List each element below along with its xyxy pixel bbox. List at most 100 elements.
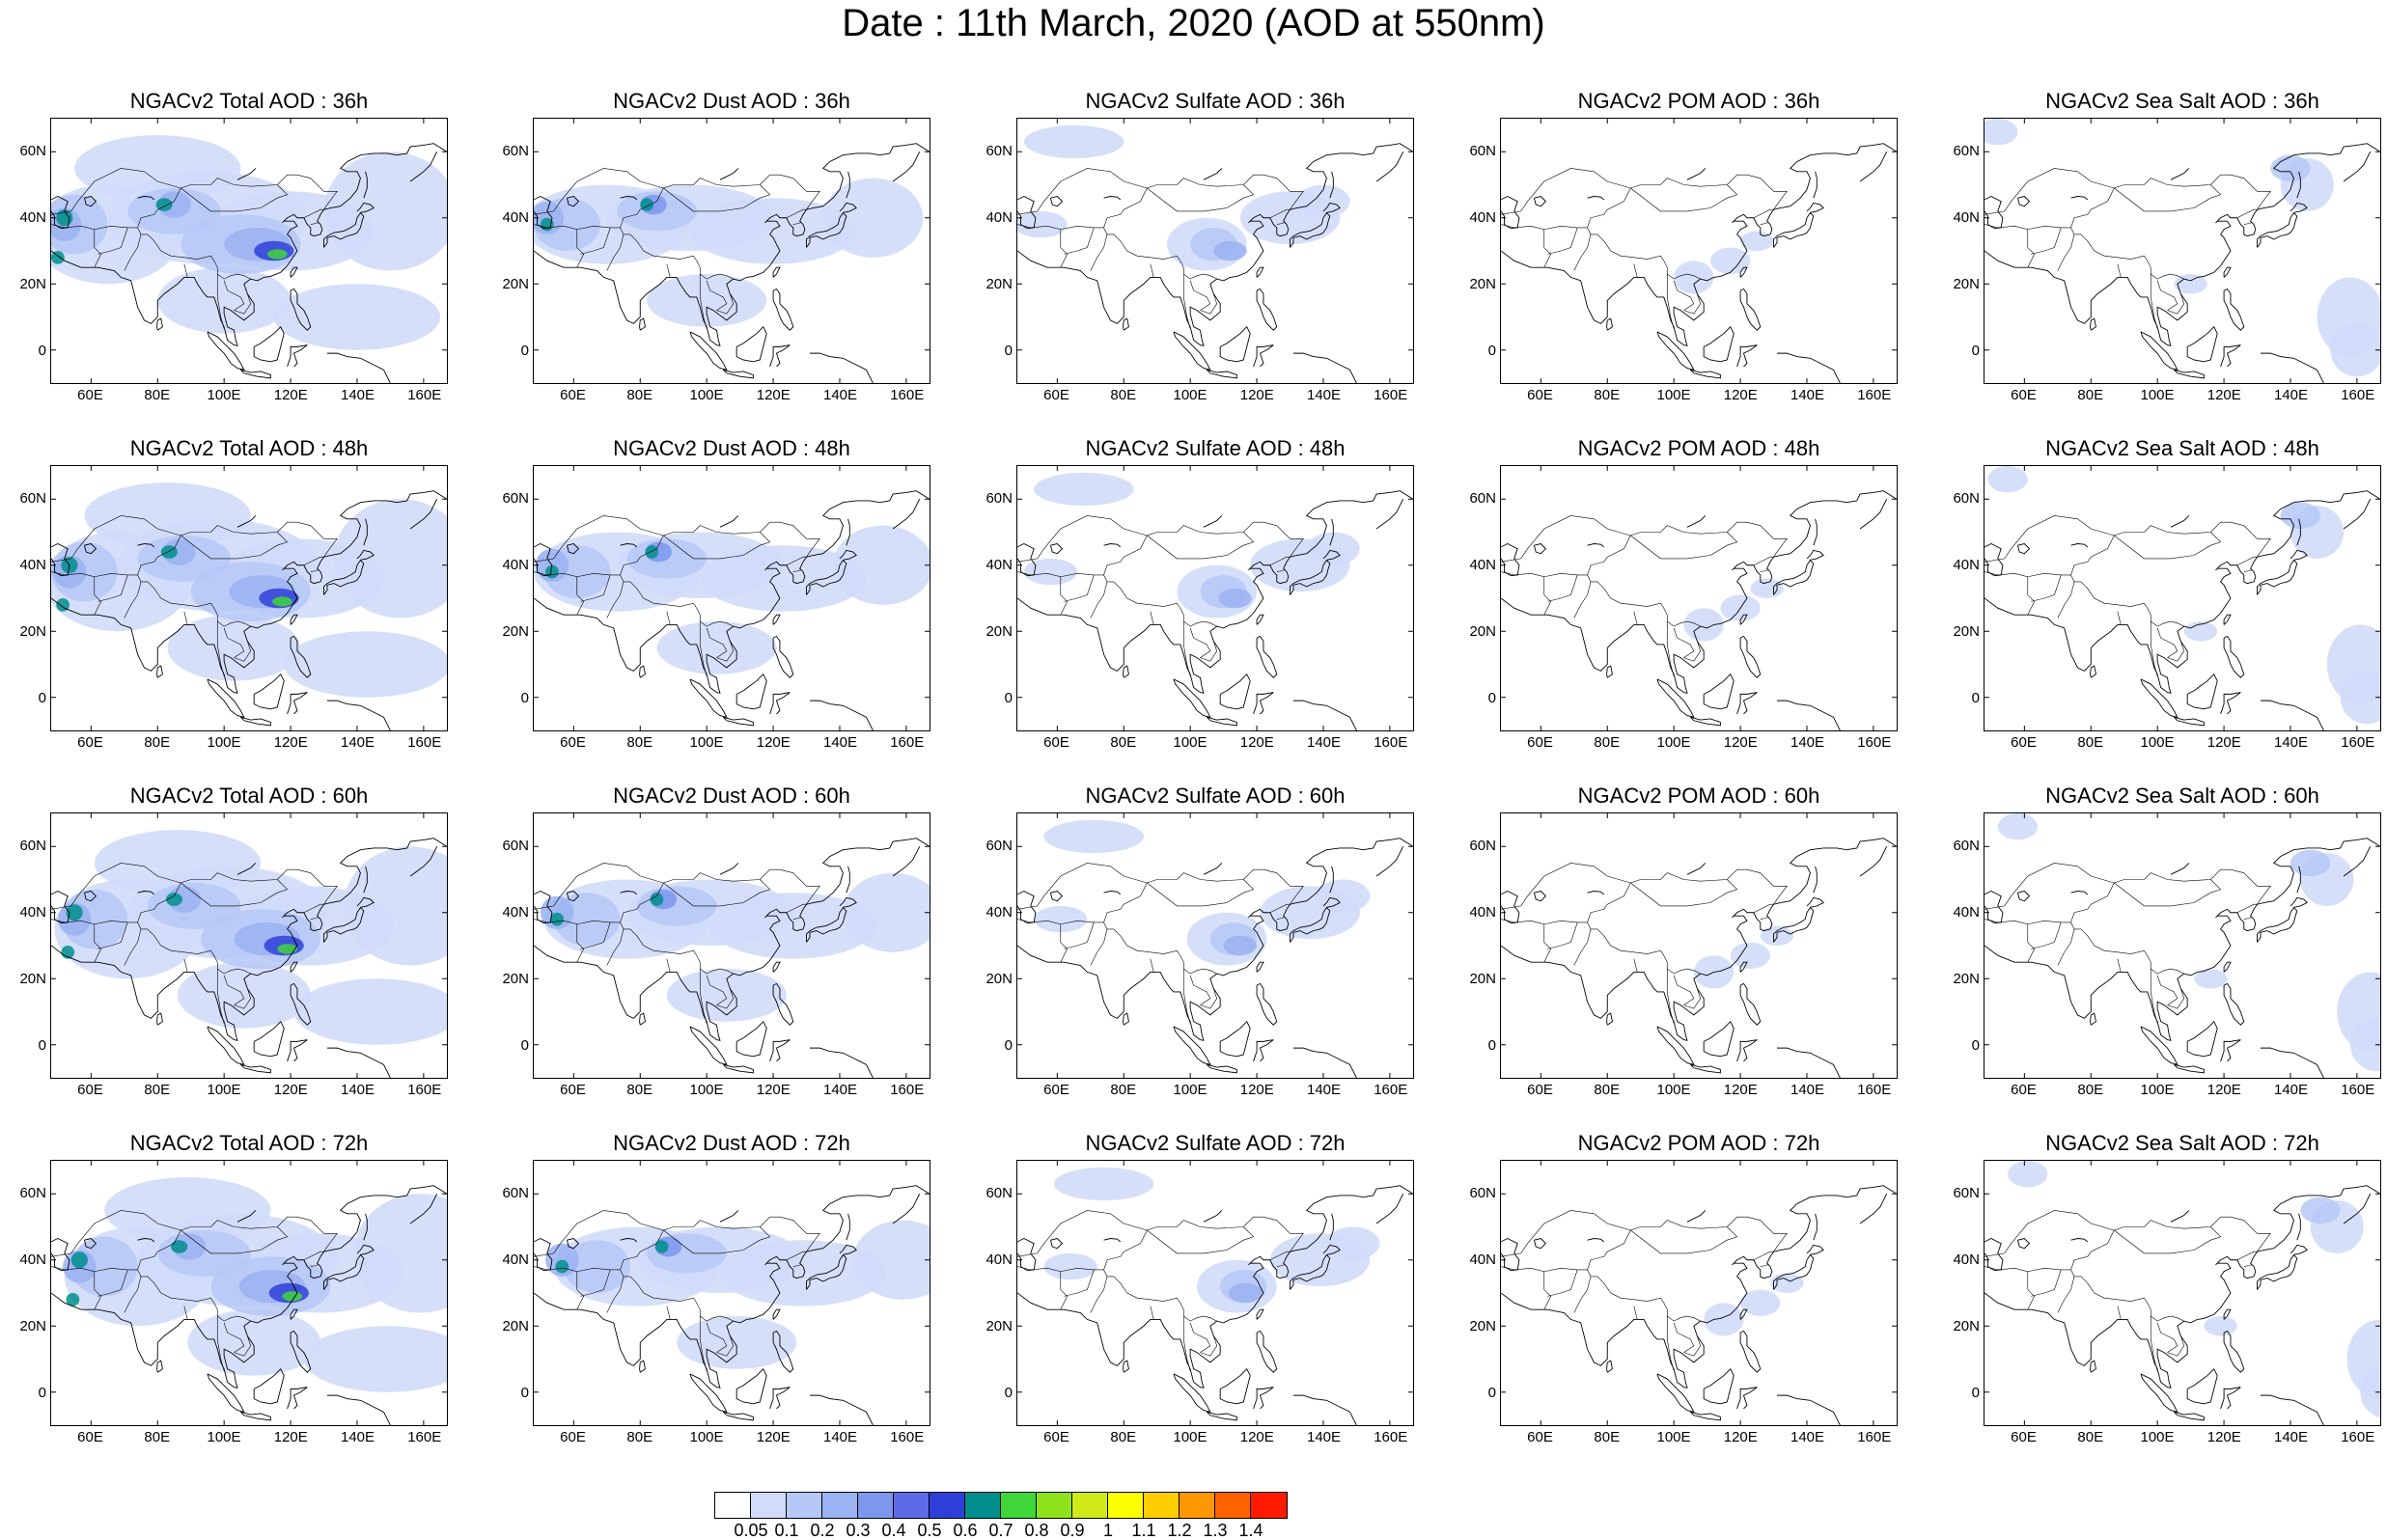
aod-plume	[171, 1240, 188, 1253]
coastline	[846, 1213, 850, 1241]
country-border	[1633, 958, 1638, 973]
colorbar-label: 0.4	[881, 1521, 906, 1540]
country-border	[1017, 1266, 1069, 1310]
country-border	[1276, 1264, 1286, 1267]
coastline	[1739, 635, 1762, 678]
coastline	[1329, 518, 1334, 546]
coastline	[1859, 846, 1888, 877]
country-border	[1985, 863, 2115, 910]
country-border	[792, 1264, 802, 1267]
country-border	[534, 1210, 664, 1257]
lon-tick-label: 160E	[2341, 1429, 2375, 1445]
coastline	[1806, 549, 1824, 561]
lon-tick-label: 140E	[1306, 734, 1342, 751]
country-border	[1501, 168, 1631, 215]
coastline	[356, 549, 375, 561]
coastline	[1501, 196, 1520, 230]
coastline	[1290, 211, 1331, 248]
country-border	[1182, 621, 1191, 676]
coastline	[253, 673, 285, 710]
coastline	[1656, 1026, 1695, 1065]
lon-tick-label: 80E	[626, 1429, 653, 1445]
country-border	[1269, 1251, 1291, 1261]
panel-title: NGACv2 POM AOD : 72h	[1577, 1131, 1820, 1155]
aod-plume	[157, 191, 191, 218]
lon-tick-label: 100E	[2140, 1429, 2175, 1445]
coastline	[1049, 891, 1064, 902]
lat-tick-label: 40N	[985, 556, 1013, 573]
coastline	[2220, 1387, 2241, 1410]
country-border	[1666, 969, 1675, 1024]
lat-tick-label: 0	[1004, 689, 1013, 706]
colorbar-swatch	[858, 1493, 894, 1518]
country-border	[216, 969, 225, 1024]
coastline	[772, 1308, 781, 1320]
aod-plume	[1213, 240, 1247, 261]
country-border	[580, 227, 611, 255]
country-border	[2167, 1335, 2185, 1357]
country-border	[1547, 1269, 1578, 1297]
country-border	[663, 879, 771, 907]
country-border	[94, 1216, 338, 1273]
aod-plume	[157, 267, 291, 334]
lat-tick-label: 20N	[1953, 970, 1980, 987]
coastline	[156, 665, 163, 678]
coastline	[534, 1238, 553, 1272]
aod-plume	[843, 872, 930, 952]
country-border	[2150, 969, 2158, 1024]
country-border	[2117, 611, 2122, 625]
country-border	[1501, 515, 1631, 563]
aod-plume	[1034, 905, 1088, 933]
country-border	[666, 263, 671, 278]
aod-plume	[1043, 819, 1144, 854]
coastline	[534, 143, 930, 346]
country-border	[716, 641, 735, 662]
colorbar-swatch	[822, 1493, 858, 1518]
country-border	[1150, 263, 1154, 278]
coastline	[1985, 143, 2380, 346]
coastline	[1985, 490, 2380, 694]
panel-title: NGACv2 Sea Salt AOD : 72h	[2045, 1131, 2319, 1155]
aod-plume	[654, 1240, 669, 1253]
aod-plume	[333, 499, 447, 619]
coastline	[1173, 678, 1211, 718]
country-border	[1666, 274, 1675, 329]
panel-title: NGACv2 Dust AOD : 36h	[613, 89, 850, 113]
coastline	[689, 678, 728, 718]
lat-tick-label: 0	[38, 689, 46, 706]
aod-plume	[273, 284, 441, 350]
country-border	[1064, 921, 1095, 949]
lon-tick-label: 140E	[340, 387, 375, 403]
lat-tick-label: 40N	[985, 1251, 1013, 1268]
coastline	[1017, 891, 1037, 924]
colorbar-label: 0.7	[988, 1521, 1013, 1540]
coastline	[772, 266, 781, 278]
coastline	[2290, 202, 2308, 213]
coastline	[1173, 331, 1211, 371]
aod-plume	[56, 598, 69, 612]
aod-plume	[70, 1251, 88, 1269]
coastline	[1736, 692, 1758, 715]
coastline	[323, 1253, 365, 1290]
aod-plume	[2349, 1018, 2380, 1072]
aod-plume	[162, 538, 196, 565]
coastline	[1533, 1238, 1547, 1250]
lon-tick-label: 100E	[1173, 1082, 1207, 1098]
aod-plume	[1674, 261, 1714, 294]
country-border	[666, 611, 671, 625]
country-border	[1060, 174, 1304, 231]
country-border	[1150, 958, 1154, 973]
aod-plume	[2330, 323, 2380, 377]
country-border	[1501, 863, 1631, 910]
country-border	[580, 574, 611, 602]
coastline	[2261, 352, 2324, 383]
country-border	[180, 184, 289, 212]
lon-tick-label: 160E	[890, 1429, 925, 1445]
colorbar-label: 0.2	[810, 1521, 835, 1540]
aod-map	[1500, 465, 1898, 731]
country-border	[620, 921, 734, 975]
lon-tick-label: 100E	[1173, 734, 1207, 751]
country-border	[1017, 224, 1069, 268]
country-border	[1269, 208, 1291, 219]
lon-tick-label: 160E	[1857, 387, 1892, 403]
